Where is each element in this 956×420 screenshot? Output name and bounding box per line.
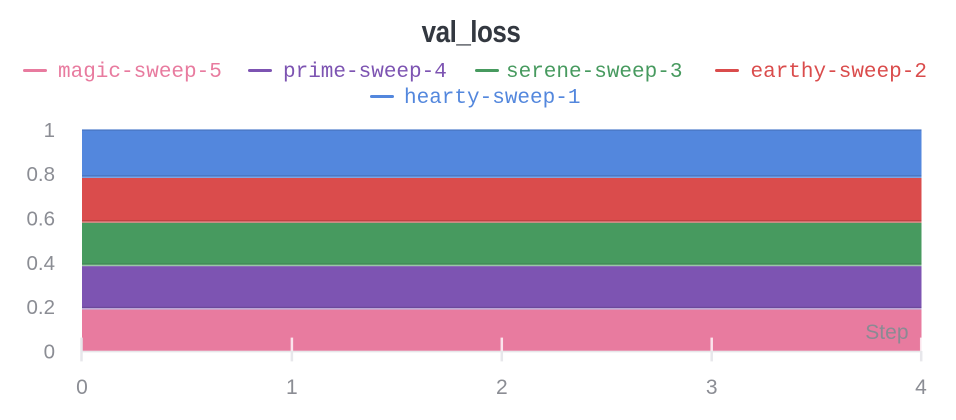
svg-text:1: 1 <box>286 376 298 399</box>
svg-text:3: 3 <box>706 376 718 399</box>
svg-text:0: 0 <box>44 340 55 363</box>
svg-text:4: 4 <box>915 376 927 399</box>
svg-text:0: 0 <box>76 376 88 399</box>
svg-text:1: 1 <box>44 119 55 142</box>
svg-text:2: 2 <box>496 376 508 399</box>
svg-text:0.2: 0.2 <box>27 296 56 319</box>
svg-text:0.4: 0.4 <box>27 252 56 275</box>
svg-text:Step: Step <box>865 321 908 344</box>
svg-text:0.8: 0.8 <box>27 163 56 186</box>
svg-text:0.6: 0.6 <box>27 208 56 231</box>
